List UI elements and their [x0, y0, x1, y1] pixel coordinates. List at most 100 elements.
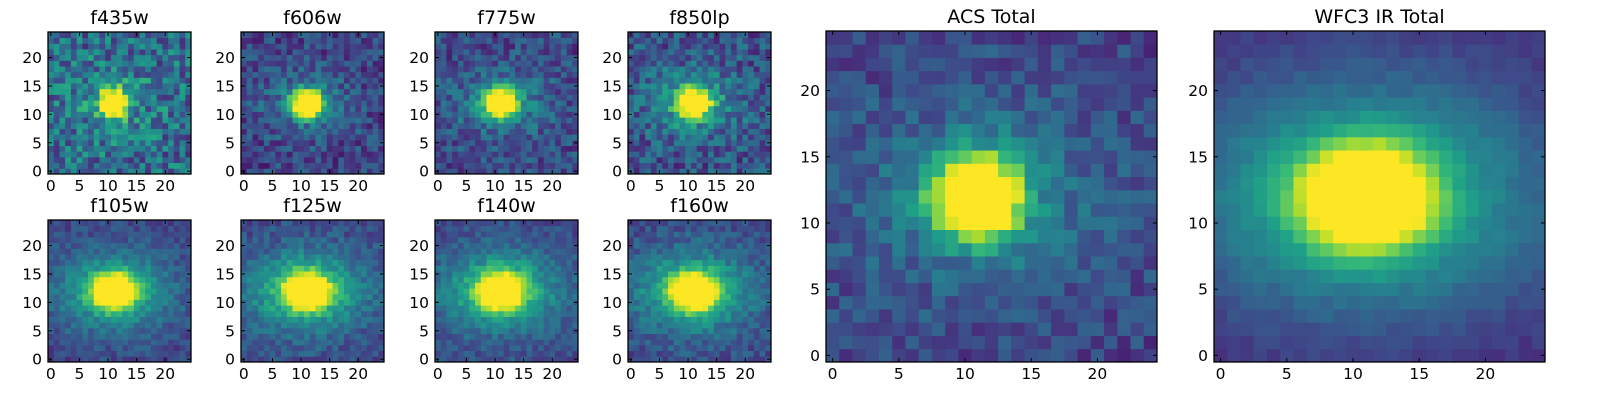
heatmap-cell — [122, 293, 129, 300]
heatmap-cell — [742, 327, 749, 334]
heatmap-cell — [628, 145, 635, 152]
heatmap-cell — [469, 276, 476, 283]
heatmap-cell — [355, 71, 362, 78]
heatmap-cell — [139, 344, 146, 352]
heatmap-cell — [730, 162, 738, 169]
heatmap-cell — [366, 134, 373, 141]
heatmap-cell — [110, 282, 118, 289]
heatmap-cell — [321, 66, 328, 73]
heatmap-cell — [258, 117, 265, 124]
heatmap-cell — [650, 100, 657, 107]
heatmap-cell — [509, 248, 516, 255]
heatmap-cell — [457, 293, 464, 300]
heatmap-cell — [99, 248, 106, 255]
heatmap-cell — [82, 305, 89, 312]
heatmap-cell — [122, 134, 129, 141]
heatmap-cell — [93, 225, 100, 232]
heatmap-cell — [105, 77, 112, 84]
heatmap-cell — [497, 71, 505, 78]
heatmap-cell — [549, 327, 556, 334]
heatmap-cell — [719, 305, 726, 312]
heatmap-cell — [76, 145, 83, 152]
heatmap-cell — [366, 350, 373, 357]
heatmap-cell — [713, 83, 720, 90]
heatmap-cell — [286, 43, 293, 50]
heatmap-cell — [736, 350, 743, 357]
heatmap-cell — [555, 356, 562, 363]
heatmap-cell — [366, 316, 373, 323]
heatmap-cell — [673, 271, 680, 278]
heatmap-cell — [150, 333, 158, 340]
heatmap-cell — [349, 220, 356, 227]
heatmap-cell — [241, 77, 248, 84]
heatmap-cell — [133, 88, 140, 95]
heatmap-cell — [690, 94, 698, 101]
heatmap-cell — [139, 71, 146, 78]
heatmap-cell — [105, 316, 112, 323]
heatmap-cell — [633, 316, 640, 323]
heatmap-cell — [503, 344, 510, 352]
heatmap-cell — [668, 310, 675, 317]
panel-title: f140w — [477, 195, 536, 217]
heatmap-cell — [440, 327, 447, 334]
heatmap-cell — [321, 128, 328, 135]
heatmap-cell — [303, 265, 311, 272]
heatmap-cell — [713, 49, 720, 56]
heatmap-cell — [361, 333, 368, 340]
heatmap-cell — [566, 339, 573, 346]
heatmap-cell — [156, 43, 163, 50]
heatmap-cell — [269, 231, 276, 238]
heatmap-cell — [515, 282, 522, 289]
heatmap-cell — [252, 282, 259, 289]
heatmap-cell — [480, 60, 487, 67]
heatmap-cell — [309, 293, 316, 300]
heatmap-cell — [269, 327, 276, 334]
heatmap-cell — [520, 316, 527, 323]
heatmap-cell — [156, 122, 163, 129]
heatmap-cell — [173, 94, 180, 101]
heatmap-cell — [713, 299, 720, 306]
heatmap-cell — [452, 237, 459, 244]
heatmap-cell — [281, 83, 288, 90]
heatmap-cell — [321, 237, 328, 244]
heatmap-cell — [53, 276, 60, 283]
heatmap-cell — [76, 151, 83, 158]
heatmap-cell — [515, 237, 522, 244]
heatmap-cell — [736, 322, 743, 329]
heatmap-cell — [173, 259, 180, 266]
heatmap-cell — [173, 339, 180, 346]
heatmap-cell — [372, 54, 379, 61]
heatmap-cell — [469, 327, 476, 334]
heatmap-cell — [263, 83, 270, 90]
heatmap-cell — [168, 265, 175, 272]
heatmap-cell — [70, 220, 77, 227]
heatmap-cell — [748, 43, 755, 50]
heatmap-cell — [372, 128, 379, 135]
heatmap-cell — [759, 94, 766, 101]
heatmap-cell — [457, 162, 464, 169]
heatmap-cell — [753, 145, 760, 152]
x-tick-label: 10 — [485, 177, 505, 195]
heatmap-cell — [537, 259, 545, 266]
heatmap-cell — [673, 128, 680, 135]
heatmap-cell — [497, 282, 505, 289]
heatmap-cell — [628, 282, 635, 289]
heatmap-cell — [690, 54, 698, 61]
heatmap-cell — [263, 231, 270, 238]
heatmap-cell — [82, 128, 89, 135]
heatmap-cell — [309, 305, 316, 312]
heatmap-cell — [116, 288, 123, 295]
heatmap-cell — [343, 111, 351, 118]
heatmap-cell — [275, 60, 282, 67]
heatmap-cell — [173, 71, 180, 78]
heatmap-cell — [65, 66, 72, 73]
heatmap-cell — [332, 71, 339, 78]
heatmap-cell — [241, 316, 248, 323]
heatmap-cell — [446, 248, 453, 255]
heatmap-cell — [673, 333, 680, 340]
heatmap-cell — [246, 344, 253, 352]
heatmap-cell — [65, 145, 72, 152]
heatmap-cell — [708, 54, 715, 61]
heatmap-cell — [281, 37, 288, 44]
heatmap-cell — [446, 128, 453, 135]
